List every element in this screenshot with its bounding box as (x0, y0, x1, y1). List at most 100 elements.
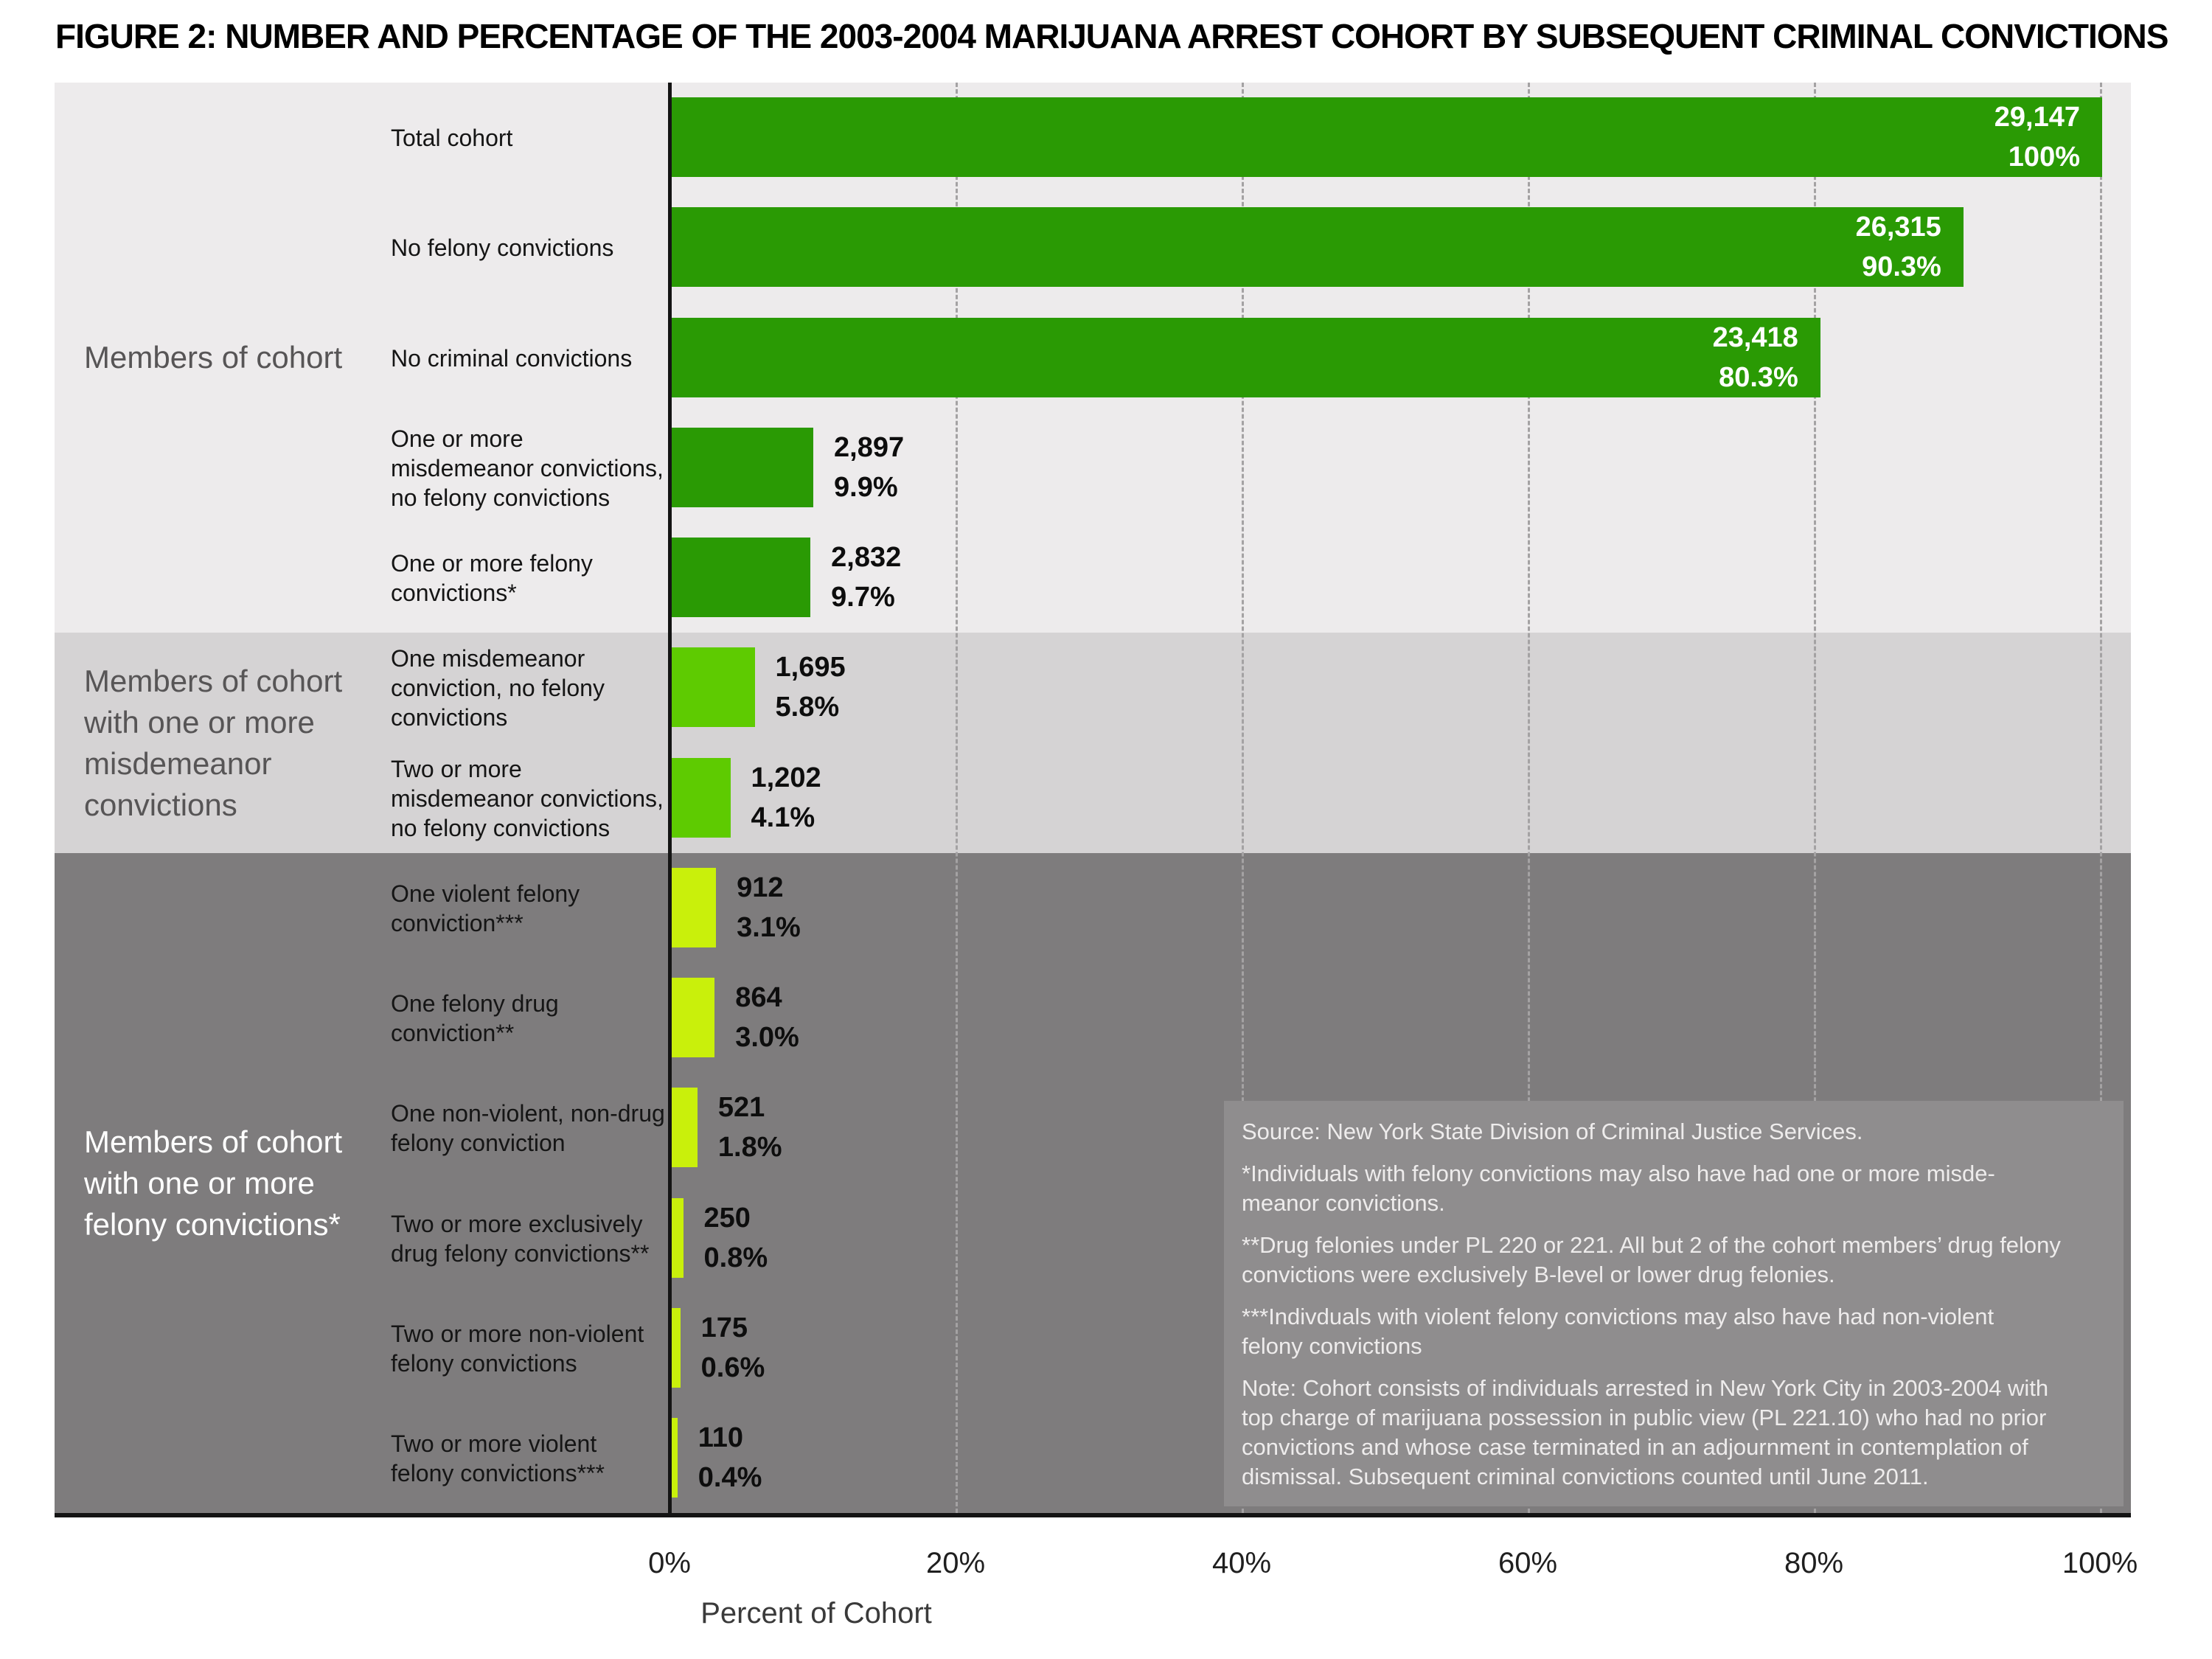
x-tick-20: 20% (925, 1547, 986, 1579)
gridline-60pct (1528, 83, 1530, 1513)
bar-area: 110 0.4% (672, 1403, 2131, 1513)
bar-value-number: 2,897 (834, 432, 905, 463)
bar-value-number: 250 (703, 1203, 751, 1234)
bar-value-pct: 3.0% (735, 1022, 799, 1053)
note-asterisk-3: ***Indivduals with violent felony convic… (1242, 1302, 2106, 1361)
bar-value-number: 521 (717, 1092, 765, 1123)
bar-area: 1,202 4.1% (672, 743, 2131, 853)
bar (672, 1308, 681, 1388)
bar-value-pct: 80.3% (1719, 362, 1798, 393)
bar-value-label: 864 3.0% (735, 978, 799, 1057)
bar-row-no-criminal-convictions: No criminal convictions 23,418 80.3% (55, 303, 2131, 413)
bar-value-number: 29,147 (1994, 102, 2080, 133)
section-label: Members of cohort with one or more felon… (84, 1124, 343, 1242)
bar-row-one-misdemeanor: One misdemeanor conviction, no felony co… (55, 633, 2131, 742)
bar-area: 29,147 100% (672, 83, 2131, 192)
bar-area: 23,418 80.3% (672, 303, 2131, 413)
bar (672, 318, 1820, 397)
gridline-20pct (956, 83, 958, 1513)
note-line: dismissal. Subsequent criminal convictio… (1242, 1464, 1929, 1489)
bar-value-pct: 5.8% (775, 692, 840, 723)
bar-value-number: 864 (735, 982, 782, 1013)
bar-value-pct: 100% (2008, 142, 2080, 173)
bar (672, 428, 814, 507)
bar-row-two-or-more-violent-felony: Two or more violent felony convictions**… (55, 1403, 2131, 1513)
bar-label: Total cohort (391, 124, 513, 151)
bar-value-label: 1,695 5.8% (776, 647, 846, 727)
bar-value-label: 26,315 90.3% (1856, 207, 1941, 287)
bar-value-label: 175 0.6% (701, 1308, 765, 1388)
bar (672, 978, 715, 1057)
x-tick-0: 0% (648, 1547, 691, 1579)
section-label: Members of cohort with one or more misde… (84, 663, 343, 822)
bar-label: Two or more misdemeanor convictions, no … (391, 755, 664, 841)
bar-label: Two or more exclusively drug felony conv… (391, 1210, 650, 1267)
note-line: meanor convictions. (1242, 1190, 1445, 1216)
bar-value-label: 521 1.8% (718, 1088, 782, 1167)
bar-row-two-or-more-misdemeanor: Two or more misdemeanor convictions, no … (55, 743, 2131, 853)
bar (672, 868, 717, 947)
bar-label: One or more misdemeanor convictions, no … (391, 425, 664, 511)
bar (672, 97, 2102, 177)
note-source: Source: New York State Division of Crimi… (1242, 1117, 2106, 1147)
note-line: ***Indivduals with violent felony convic… (1242, 1304, 1994, 1329)
bar (672, 207, 1964, 287)
bar-label: One misdemeanor conviction, no felony co… (391, 644, 605, 731)
bar-row-total-cohort: Total cohort 29,147 100% (55, 83, 2131, 192)
bar-row-no-felony-convictions: No felony convictions 26,315 90.3% (55, 192, 2131, 302)
x-tick-80: 80% (1784, 1547, 1844, 1579)
bar-value-number: 110 (698, 1422, 744, 1453)
note-line: Source: New York State Division of Crimi… (1242, 1119, 1863, 1144)
bar-value-pct: 90.3% (1862, 251, 1941, 282)
bar (672, 647, 755, 727)
bar-label: One or more felony convictions* (391, 549, 593, 606)
bar-value-pct: 1.8% (717, 1132, 782, 1163)
bar-value-number: 23,418 (1712, 322, 1798, 353)
bar-value-pct: 0.6% (700, 1352, 765, 1383)
bar-label: Two or more non-violent felony convictio… (391, 1320, 644, 1377)
bar-value-number: 175 (700, 1312, 748, 1343)
chart-title: FIGURE 2: NUMBER AND PERCENTAGE OF THE 2… (55, 17, 2168, 55)
bar-area: 250 0.8% (672, 1183, 2131, 1293)
bar (672, 758, 731, 838)
x-tick-60: 60% (1498, 1547, 1558, 1579)
bar-row-one-felony-drug: One felony drug conviction** 864 3.0% (55, 963, 2131, 1073)
bar (672, 1088, 698, 1167)
bar-value-number: 912 (737, 872, 784, 903)
bar-label: No felony convictions (391, 234, 614, 261)
source-note-box: Source: New York State Division of Crimi… (1224, 1101, 2124, 1506)
plot-area: Members of cohort Members of cohort with… (55, 83, 2131, 1517)
zero-axis-line (668, 83, 672, 1513)
bar-label: One violent felony conviction*** (391, 880, 580, 936)
bar-row-two-or-more-drug-felony: Two or more exclusively drug felony conv… (55, 1183, 2131, 1293)
bar-value-pct: 9.9% (834, 472, 898, 503)
bar-value-pct: 4.1% (751, 802, 815, 833)
bar-label: No criminal convictions (391, 344, 633, 372)
bar-value-number: 2,832 (831, 542, 902, 573)
bar-value-label: 110 0.4% (698, 1418, 762, 1498)
note-line: top charge of marijuana possession in pu… (1242, 1405, 2047, 1430)
bar-row-one-or-more-felony: One or more felony convictions* 2,832 9.… (55, 523, 2131, 633)
bar-row-two-or-more-nonviolent-felony: Two or more non-violent felony convictio… (55, 1293, 2131, 1403)
bar-row-one-or-more-misdemeanor: One or more misdemeanor convictions, no … (55, 413, 2131, 523)
x-tick-40: 40% (1211, 1547, 1272, 1579)
gridline-40pct (1242, 83, 1244, 1513)
bar-area: 2,897 9.9% (672, 413, 2131, 523)
bar-area: 912 3.1% (672, 853, 2131, 963)
bar-value-pct: 0.8% (703, 1242, 768, 1273)
bar-value-pct: 3.1% (737, 912, 801, 943)
bar-value-number: 1,202 (751, 762, 821, 793)
bar-value-label: 23,418 80.3% (1713, 318, 1798, 397)
bar (672, 538, 811, 617)
bar-value-pct: 9.7% (831, 582, 895, 613)
gridline-80pct (1814, 83, 1816, 1513)
note-asterisk-2: **Drug felonies under PL 220 or 221. All… (1242, 1231, 2106, 1290)
bar (672, 1198, 684, 1278)
bar-value-label: 250 0.8% (704, 1198, 768, 1278)
bar-area: 521 1.8% (672, 1073, 2131, 1183)
gridline-100pct (2100, 83, 2102, 1513)
bar-area: 1,695 5.8% (672, 633, 2131, 742)
note-line: **Drug felonies under PL 220 or 221. All… (1242, 1232, 2061, 1258)
note-line: convictions and whose case terminated in… (1242, 1434, 2028, 1460)
